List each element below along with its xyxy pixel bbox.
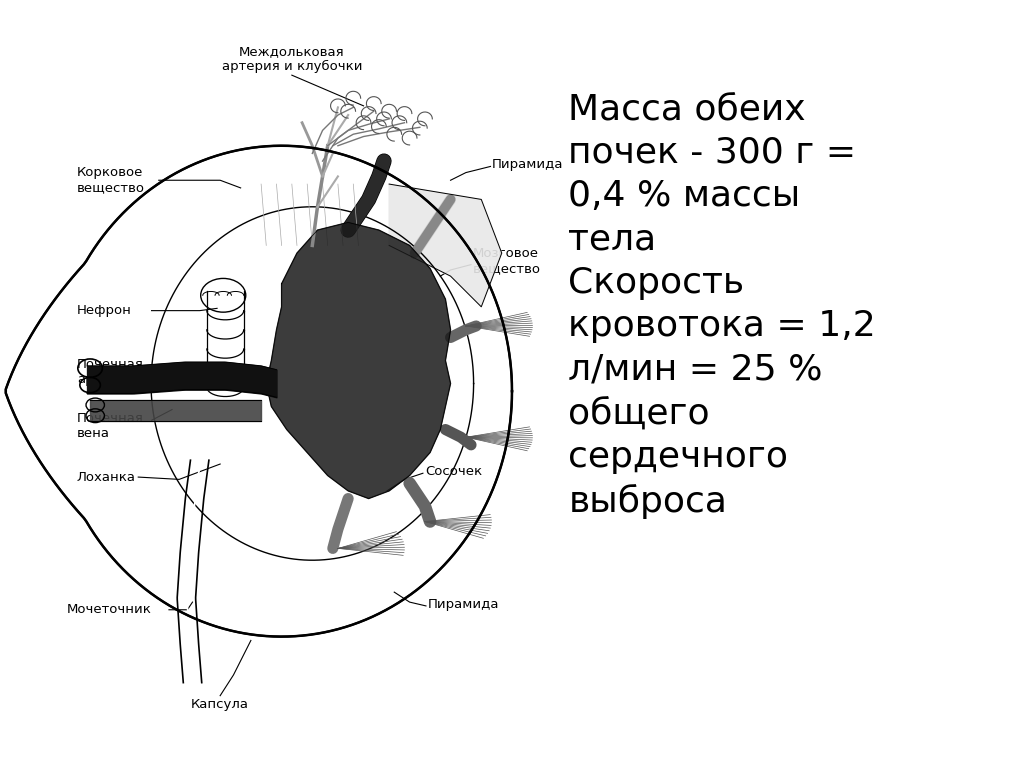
Text: Пирамида: Пирамида bbox=[492, 159, 563, 171]
Text: Междольковая
артерия и клубочки: Междольковая артерия и клубочки bbox=[221, 44, 362, 73]
Text: Масса обеих
почек - 300 г =
0,4 % массы
тела
Скорость
кровотока = 1,2
л/мин = 25: Масса обеих почек - 300 г = 0,4 % массы … bbox=[568, 92, 877, 518]
Text: Мозговое
вещество: Мозговое вещество bbox=[473, 247, 541, 275]
Text: Корковое
вещество: Корковое вещество bbox=[77, 166, 144, 194]
Text: Пирамида: Пирамида bbox=[428, 598, 500, 611]
Text: Почечная
вена: Почечная вена bbox=[77, 412, 143, 439]
Text: Лоханка: Лоханка bbox=[77, 471, 136, 483]
Text: Нефрон: Нефрон bbox=[77, 304, 132, 317]
Text: Капсула: Капсула bbox=[191, 698, 249, 710]
Polygon shape bbox=[266, 222, 451, 499]
Text: Мочеточник: Мочеточник bbox=[67, 604, 152, 616]
Text: Почечная
артерия: Почечная артерия bbox=[77, 358, 143, 386]
Polygon shape bbox=[389, 184, 502, 307]
Text: Сосочек: Сосочек bbox=[425, 466, 482, 478]
